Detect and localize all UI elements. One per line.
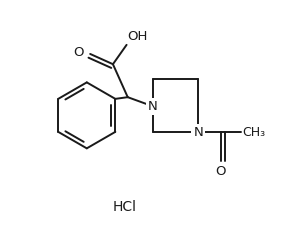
Text: HCl: HCl — [112, 200, 136, 215]
Text: OH: OH — [128, 30, 148, 43]
Text: CH₃: CH₃ — [243, 126, 266, 139]
Text: O: O — [73, 46, 84, 59]
Text: N: N — [148, 100, 158, 113]
Text: O: O — [216, 165, 226, 178]
Text: N: N — [193, 126, 203, 139]
